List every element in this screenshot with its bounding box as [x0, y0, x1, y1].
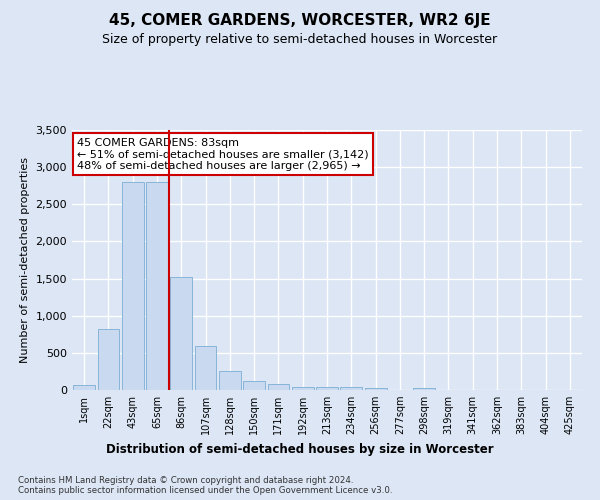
Bar	[97, 329, 119, 390]
Text: 45 COMER GARDENS: 83sqm
← 51% of semi-detached houses are smaller (3,142)
48% of: 45 COMER GARDENS: 83sqm ← 51% of semi-de…	[77, 138, 369, 171]
Bar	[365, 388, 386, 390]
Text: Contains HM Land Registry data © Crown copyright and database right 2024.
Contai: Contains HM Land Registry data © Crown c…	[18, 476, 392, 495]
Bar	[170, 277, 192, 390]
Bar	[292, 387, 314, 390]
Text: 45, COMER GARDENS, WORCESTER, WR2 6JE: 45, COMER GARDENS, WORCESTER, WR2 6JE	[109, 12, 491, 28]
Bar	[340, 387, 362, 390]
Bar	[194, 346, 217, 390]
Bar	[219, 372, 241, 390]
Text: Distribution of semi-detached houses by size in Worcester: Distribution of semi-detached houses by …	[106, 442, 494, 456]
Bar	[268, 384, 289, 390]
Bar	[73, 385, 95, 390]
Bar	[146, 182, 168, 390]
Bar	[122, 182, 143, 390]
Bar	[316, 387, 338, 390]
Text: Size of property relative to semi-detached houses in Worcester: Size of property relative to semi-detach…	[103, 32, 497, 46]
Bar	[243, 382, 265, 390]
Y-axis label: Number of semi-detached properties: Number of semi-detached properties	[20, 157, 30, 363]
Bar	[413, 388, 435, 390]
